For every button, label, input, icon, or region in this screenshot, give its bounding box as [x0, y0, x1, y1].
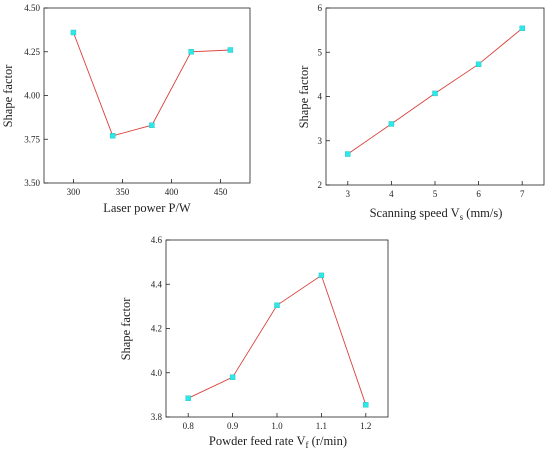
marker-group	[345, 25, 525, 157]
x-axis-label: Laser power P/W	[103, 201, 191, 215]
x-axis-label-unit: (r/min)	[309, 434, 348, 448]
chart-scanning-speed: 3 4 5 6 7 2 3 4 5 6 Scanning speed Vs (mm/s) Shap…	[297, 3, 545, 222]
marker-group	[185, 272, 369, 408]
data-point-marker	[227, 47, 234, 53]
data-point-marker	[188, 49, 194, 55]
y-axis-label: Shape factor	[1, 64, 15, 128]
x-tick-label: 6	[476, 189, 481, 199]
data-point-marker	[229, 374, 236, 380]
x-axis-label-main: Scanning speed V	[370, 206, 460, 220]
x-axis-label: Scanning speed Vs (mm/s)	[370, 206, 503, 222]
data-point-marker	[70, 29, 77, 36]
x-tick-label: 3	[346, 189, 351, 199]
x-axis-label-unit: (mm/s)	[463, 206, 502, 220]
x-tick-label: 350	[116, 187, 130, 197]
tick-group: 0.8 0.9 1.0 1.1 1.2 3.8 4.0 4.2 4.4 4.6	[151, 235, 372, 431]
x-tick-label: 450	[214, 187, 228, 197]
y-tick-label: 3.75	[24, 134, 40, 144]
data-point-marker	[388, 121, 395, 127]
data-point-marker	[185, 395, 191, 401]
y-tick-label: 4.50	[24, 3, 40, 13]
plot-frame	[325, 7, 545, 186]
tick-group: 300 350 400 450 3.50 3.75 4.00 4.25 4.50	[24, 3, 228, 197]
y-tick-label: 3	[318, 136, 323, 146]
tick-group: 3 4 5 6 7 2 3 4 5 6	[318, 3, 525, 199]
plot-frame	[165, 239, 389, 418]
data-point-marker	[345, 151, 351, 157]
chart-powder-feed-rate: 0.8 0.9 1.0 1.1 1.2 3.8 4.0 4.2 4.4 4.6 Powder fe…	[119, 235, 389, 450]
x-tick-label: 1.2	[360, 421, 371, 431]
marker-group	[70, 29, 234, 139]
data-point-marker	[318, 272, 325, 279]
chart-laser-power: 300 350 400 450 3.50 3.75 4.00 4.25 4.50 Laser p…	[1, 3, 251, 215]
x-tick-label: 300	[67, 187, 81, 197]
x-tick-label: 0.9	[227, 421, 239, 431]
data-point-marker	[149, 122, 155, 128]
data-point-marker	[363, 402, 369, 408]
y-tick-label: 4.2	[151, 324, 162, 334]
y-tick-label: 3.50	[24, 178, 40, 188]
series-line	[72, 32, 231, 137]
x-tick-label: 400	[165, 187, 179, 197]
x-tick-label: 0.8	[183, 421, 195, 431]
y-tick-label: 2	[318, 180, 323, 190]
x-axis-label-subscript: f	[306, 440, 309, 450]
y-tick-label: 5	[318, 47, 323, 57]
y-tick-label: 4.00	[24, 91, 40, 101]
data-point-marker	[274, 302, 280, 308]
data-point-marker	[109, 133, 116, 139]
y-tick-label: 3.8	[151, 412, 163, 422]
x-axis-label-subscript: s	[460, 212, 464, 222]
x-axis-label: Powder feed rate Vf (r/min)	[209, 434, 347, 450]
y-tick-label: 4.0	[151, 368, 163, 378]
y-axis-label: Shape factor	[119, 297, 133, 361]
y-tick-label: 4.6	[151, 235, 163, 245]
y-axis-label: Shape factor	[297, 65, 311, 129]
series-line	[188, 274, 367, 405]
y-tick-label: 4	[318, 92, 323, 102]
x-tick-label: 1.0	[271, 421, 283, 431]
data-point-marker	[519, 25, 525, 32]
data-point-marker	[432, 90, 438, 97]
x-tick-label: 1.1	[316, 421, 327, 431]
x-axis-label-main: Powder feed rate V	[209, 434, 306, 448]
data-point-marker	[475, 61, 482, 67]
x-tick-label: 5	[433, 189, 438, 199]
y-tick-label: 6	[318, 3, 323, 13]
x-tick-label: 4	[389, 189, 394, 199]
y-tick-label: 4.25	[24, 47, 40, 57]
y-tick-label: 4.4	[151, 279, 163, 289]
x-tick-label: 7	[520, 189, 525, 199]
